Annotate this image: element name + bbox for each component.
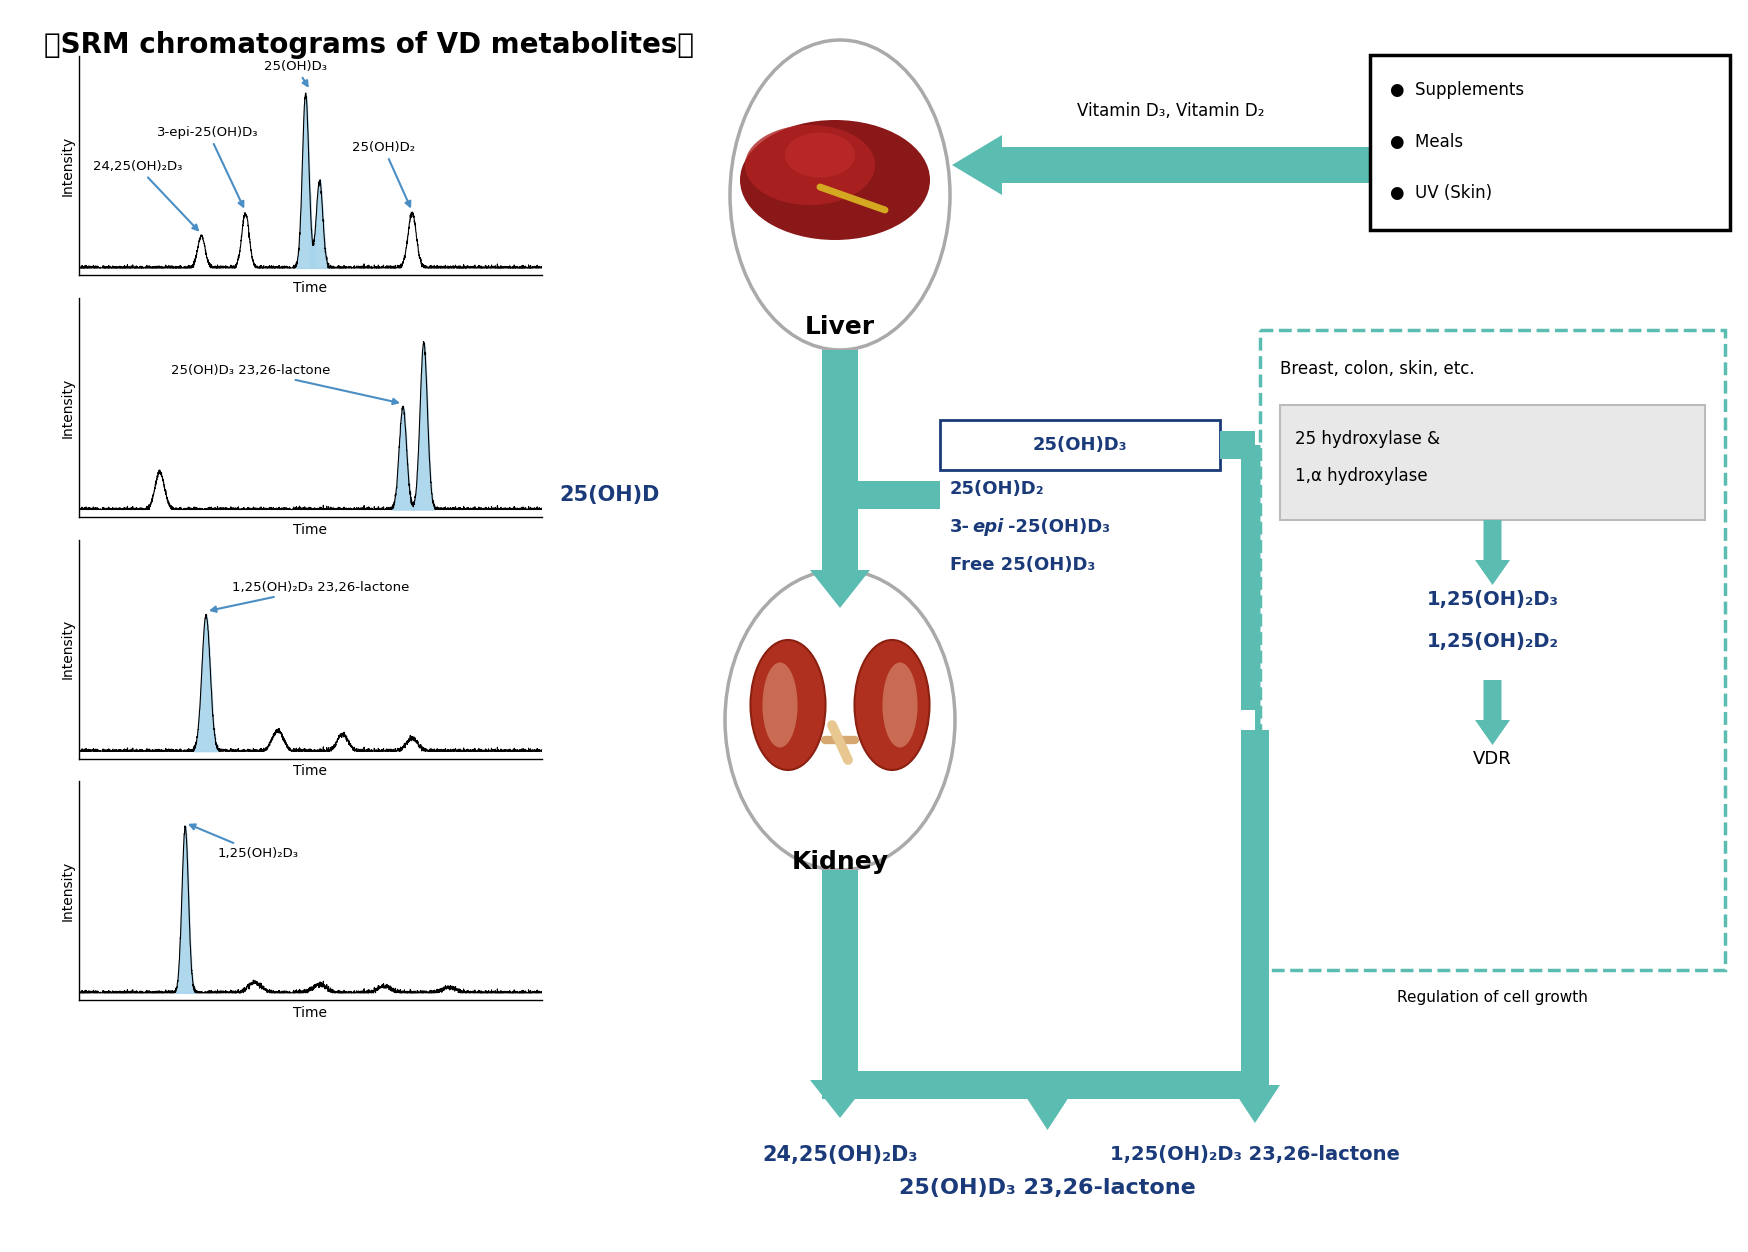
Text: ●  Meals: ● Meals (1390, 133, 1463, 151)
Text: 25(OH)D₂: 25(OH)D₂ (949, 480, 1045, 498)
Text: Kidney: Kidney (792, 850, 888, 874)
Bar (940, 419, 1220, 470)
Text: 1,25(OH)₂D₃: 1,25(OH)₂D₃ (191, 824, 299, 860)
Bar (822, 870, 858, 1080)
FancyArrow shape (1255, 695, 1294, 745)
Ellipse shape (785, 133, 855, 178)
Text: 25(OH)D₃ 23,26-lactone: 25(OH)D₃ 23,26-lactone (171, 363, 399, 404)
Ellipse shape (745, 125, 876, 205)
Bar (1260, 331, 1725, 970)
Bar (858, 481, 940, 510)
Bar (1241, 730, 1269, 1085)
Text: Breast, colon, skin, etc.: Breast, colon, skin, etc. (1280, 361, 1475, 378)
Text: Regulation of cell growth: Regulation of cell growth (1397, 990, 1587, 1005)
Text: 1,25(OH)₂D₃: 1,25(OH)₂D₃ (1426, 590, 1559, 608)
Text: Free 25(OH)D₃: Free 25(OH)D₃ (949, 556, 1096, 573)
Ellipse shape (855, 640, 930, 770)
FancyArrow shape (953, 135, 1390, 195)
Text: ●  Supplements: ● Supplements (1390, 81, 1524, 99)
Text: 25(OH)D₃ 23,26-lactone: 25(OH)D₃ 23,26-lactone (898, 1178, 1196, 1198)
Text: 1,25(OH)₂D₃ 23,26-lactone: 1,25(OH)₂D₃ 23,26-lactone (212, 581, 409, 612)
Text: 3-: 3- (949, 518, 970, 536)
Text: Liver: Liver (804, 316, 876, 339)
Text: 1,α hydroxylase: 1,α hydroxylase (1295, 467, 1428, 485)
FancyArrow shape (809, 1080, 871, 1118)
Text: 1,25(OH)₂D₃ 23,26-lactone: 1,25(OH)₂D₃ 23,26-lactone (1110, 1146, 1400, 1164)
Text: 【SRM chromatograms of VD metabolites】: 【SRM chromatograms of VD metabolites】 (44, 31, 694, 59)
Text: 3-epi-25(OH)D₃: 3-epi-25(OH)D₃ (157, 125, 259, 207)
Text: ●  UV (Skin): ● UV (Skin) (1390, 184, 1493, 202)
FancyArrow shape (1475, 680, 1510, 745)
FancyArrow shape (1231, 1085, 1280, 1123)
Ellipse shape (762, 662, 797, 747)
Ellipse shape (750, 640, 825, 770)
Text: 24,25(OH)₂D₃: 24,25(OH)₂D₃ (93, 160, 198, 230)
Bar (1241, 444, 1269, 710)
Text: 25(OH)D: 25(OH)D (559, 485, 661, 505)
X-axis label: Time: Time (294, 522, 327, 537)
X-axis label: Time: Time (294, 764, 327, 779)
Y-axis label: Intensity: Intensity (61, 860, 75, 921)
FancyArrow shape (809, 570, 871, 608)
Y-axis label: Intensity: Intensity (61, 618, 75, 680)
Bar (822, 1070, 1269, 1099)
Bar (822, 351, 858, 570)
Text: 24,25(OH)₂D₃: 24,25(OH)₂D₃ (762, 1146, 918, 1166)
Ellipse shape (739, 120, 930, 240)
Y-axis label: Intensity: Intensity (61, 377, 75, 438)
Bar (1255, 448, 1260, 477)
X-axis label: Time: Time (294, 280, 327, 295)
FancyArrow shape (1021, 1085, 1073, 1131)
Bar (1220, 431, 1255, 459)
Text: -25(OH)D₃: -25(OH)D₃ (1009, 518, 1110, 536)
Text: Vitamin D₃, Vitamin D₂: Vitamin D₃, Vitamin D₂ (1077, 101, 1266, 120)
Bar (1280, 404, 1704, 520)
Text: 25 hydroxylase &: 25 hydroxylase & (1295, 429, 1440, 448)
Text: VDR: VDR (1474, 750, 1512, 767)
X-axis label: Time: Time (294, 1005, 327, 1020)
Text: epi: epi (972, 518, 1003, 536)
FancyArrow shape (1475, 520, 1510, 585)
Y-axis label: Intensity: Intensity (61, 135, 75, 197)
Text: 25(OH)D₃: 25(OH)D₃ (1033, 436, 1127, 454)
Text: 25(OH)D₂: 25(OH)D₂ (351, 140, 414, 207)
Ellipse shape (883, 662, 918, 747)
Text: 1,25(OH)₂D₂: 1,25(OH)₂D₂ (1426, 632, 1559, 651)
Bar (1370, 55, 1731, 230)
Text: 25(OH)D₃: 25(OH)D₃ (264, 60, 327, 86)
